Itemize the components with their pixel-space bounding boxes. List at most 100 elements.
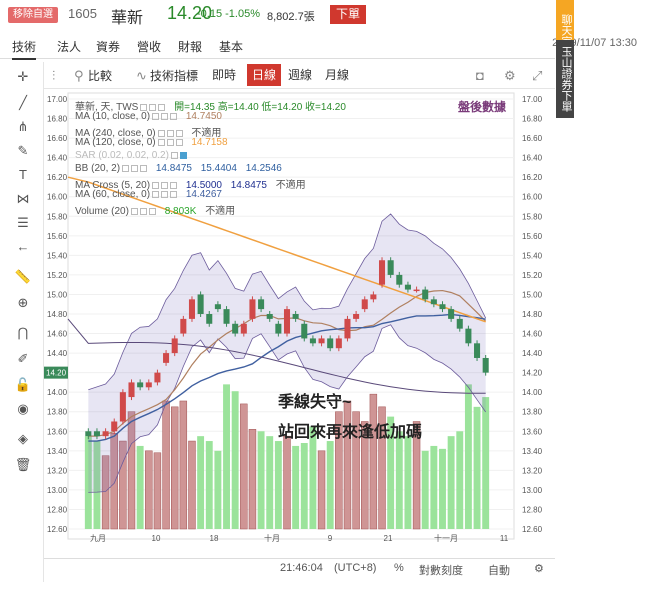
- period-monthly[interactable]: 月線: [325, 68, 350, 82]
- compare-icon[interactable]: ⚲: [74, 68, 84, 83]
- tab-margin[interactable]: 資券: [96, 40, 121, 54]
- period-realtime[interactable]: 即時: [212, 68, 237, 82]
- volume-bar: [84, 436, 92, 529]
- volume-bar: [317, 450, 326, 530]
- candle-body: [353, 314, 360, 319]
- y-tick-label-left: 13.20: [47, 466, 68, 475]
- fullscreen-icon[interactable]: ⤢: [532, 68, 543, 83]
- candle-body: [137, 382, 144, 388]
- tab-institutional[interactable]: 法人: [57, 40, 82, 54]
- y-tick-label-left: 16.60: [47, 134, 68, 143]
- legend-ma120: MA (120, close, 0) 14.7158: [75, 137, 228, 148]
- percent-toggle[interactable]: %: [394, 562, 404, 574]
- candle-body: [188, 299, 196, 319]
- volume-bar: [162, 400, 170, 530]
- lock-icon[interactable]: 🔓: [14, 377, 32, 392]
- fork-icon[interactable]: ⋔: [17, 119, 29, 134]
- volume-bar: [421, 450, 429, 529]
- y-tick-label-left: 15.20: [47, 271, 68, 280]
- candle-body: [327, 338, 334, 349]
- price-chart[interactable]: 17.00 17.00 16.80 16.80 16.60 16.60 16.40 16.40…: [44, 89, 555, 559]
- fib-icon[interactable]: ☰: [17, 215, 29, 230]
- annotation-line2: 站回來再來逢低加碼: [278, 424, 423, 441]
- order-button[interactable]: 下單: [330, 5, 366, 24]
- y-tick-label: 13.40: [522, 447, 543, 456]
- footer-time: 21:46:04: [280, 562, 323, 574]
- y-tick-label: 15.20: [522, 271, 543, 280]
- volume-bar: [93, 441, 101, 529]
- y-tick-label-left: 16.20: [47, 173, 68, 182]
- volume-bar: [223, 384, 230, 529]
- y-tick-label: 15.00: [522, 290, 543, 299]
- stock-name: 華新: [111, 10, 144, 27]
- text-icon[interactable]: T: [19, 167, 27, 182]
- candle-type-icon[interactable]: ⫶: [52, 68, 56, 83]
- volume-bar: [387, 416, 395, 529]
- y-tick-label-left: 16.40: [47, 154, 68, 163]
- eye-icon[interactable]: ◉: [17, 401, 29, 416]
- volume-bar: [335, 411, 343, 530]
- compare-button[interactable]: 比較: [88, 69, 113, 83]
- crosshair-icon[interactable]: ✛: [17, 69, 29, 84]
- candle-body: [396, 274, 403, 285]
- pencil-lock-icon[interactable]: ✐: [17, 351, 29, 366]
- zoom-in-icon[interactable]: ⊕: [17, 295, 29, 310]
- y-tick-label: 13.80: [522, 408, 543, 417]
- volume-bar: [482, 397, 490, 529]
- indicators-icon[interactable]: ∿: [136, 68, 147, 83]
- candle-body: [318, 338, 325, 344]
- volume-bar: [464, 384, 472, 529]
- volume-bar: [119, 440, 127, 530]
- candle-body: [266, 314, 273, 319]
- y-tick-label-left: 17.00: [47, 95, 68, 104]
- drawing-toolbar: ✛ ╱ ⋔ ✎ T ⋈ ☰ ← 📏 ⊕ ⋂ ✐ 🔓 ◉ ◈ 🗑: [0, 62, 44, 582]
- log-scale-toggle[interactable]: 對數刻度: [419, 565, 463, 577]
- tab-basic[interactable]: 基本: [219, 40, 244, 54]
- indicators-button[interactable]: 技術指標: [150, 69, 199, 83]
- volume-bar: [274, 441, 282, 529]
- y-tick-label-left: 16.00: [47, 193, 68, 202]
- footer-settings-icon[interactable]: ⚙: [534, 563, 544, 575]
- y-tick-label: 14.40: [522, 349, 543, 358]
- y-tick-label-left: 15.40: [47, 251, 68, 260]
- camera-icon[interactable]: ◘: [476, 68, 484, 83]
- tab-financials[interactable]: 財報: [178, 40, 203, 54]
- candle-body: [413, 289, 420, 292]
- pattern-icon[interactable]: ⋈: [16, 191, 30, 206]
- trash-icon[interactable]: 🗑: [14, 457, 32, 472]
- trendline-icon[interactable]: ╱: [19, 95, 27, 110]
- candle-body: [456, 318, 463, 329]
- auto-scale-toggle[interactable]: 自動: [488, 565, 510, 577]
- broker-order-tab[interactable]: 玉山證券下單: [556, 40, 574, 118]
- remove-watchlist-button[interactable]: 移除自選: [8, 7, 58, 23]
- ma120-line: [67, 176, 486, 323]
- nav-tabs: 技術 法人 資券 營收 財報 基本: [0, 35, 555, 60]
- candle-body: [171, 338, 178, 354]
- legend-ma10: MA (10, close, 0) 14.7450: [75, 111, 222, 122]
- period-daily[interactable]: 日線: [247, 64, 282, 86]
- volume-bar: [378, 406, 386, 530]
- y-tick-label: 13.00: [522, 486, 543, 495]
- ruler-icon[interactable]: 📏: [14, 269, 32, 284]
- x-tick-label: 21: [384, 534, 393, 543]
- layers-icon[interactable]: ◈: [18, 431, 28, 446]
- tab-technical[interactable]: 技術: [12, 38, 37, 60]
- magnet-icon[interactable]: ⋂: [17, 325, 29, 340]
- bollinger-upper-line: [88, 213, 487, 391]
- period-weekly[interactable]: 週線: [288, 68, 313, 82]
- chart-canvas[interactable]: 17.00 17.00 16.80 16.80 16.60 16.60 16.40 16.40…: [44, 89, 555, 559]
- candle-body: [240, 323, 247, 334]
- candle-body: [128, 382, 135, 398]
- candle-body: [206, 314, 213, 324]
- y-tick-label-left: 12.60: [47, 525, 68, 534]
- x-tick-label: 9: [328, 534, 333, 543]
- arrow-left-icon[interactable]: ←: [16, 239, 30, 254]
- candle-body: [482, 357, 489, 373]
- gear-icon[interactable]: ⚙: [504, 68, 516, 83]
- brush-icon[interactable]: ✎: [17, 143, 29, 158]
- candle-body: [292, 314, 299, 319]
- y-tick-label-left: 14.60: [47, 330, 68, 339]
- tab-revenue[interactable]: 營收: [137, 40, 162, 54]
- y-tick-label: 16.00: [522, 193, 543, 202]
- volume-bar: [326, 441, 334, 529]
